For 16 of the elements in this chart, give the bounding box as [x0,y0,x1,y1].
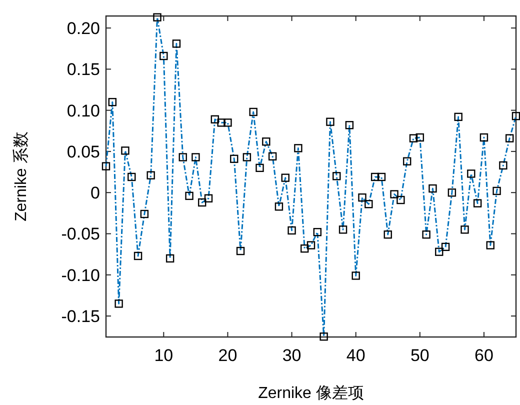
x-tick-label: 20 [218,346,238,365]
x-tick-label: 40 [346,346,366,365]
x-tick-label: 60 [474,346,494,365]
y-tick-label: 0 [90,184,100,203]
y-tick-label: -0.05 [61,224,100,244]
y-tick-label: 0.20 [66,19,100,38]
y-tick-label: 0.15 [66,60,100,80]
y-tick-label: 0.05 [66,142,100,162]
x-tick-label: 50 [410,346,430,365]
x-tick-label: 30 [282,346,302,365]
y-tick-label: -0.10 [61,266,100,285]
y-axis-title: Zernike 系数 [12,132,30,222]
y-tick-label: 0.10 [66,101,100,120]
x-tick-label: 10 [154,346,174,365]
x-axis-title: Zernike 像差项 [258,384,364,402]
y-tick-label: -0.15 [61,307,100,326]
